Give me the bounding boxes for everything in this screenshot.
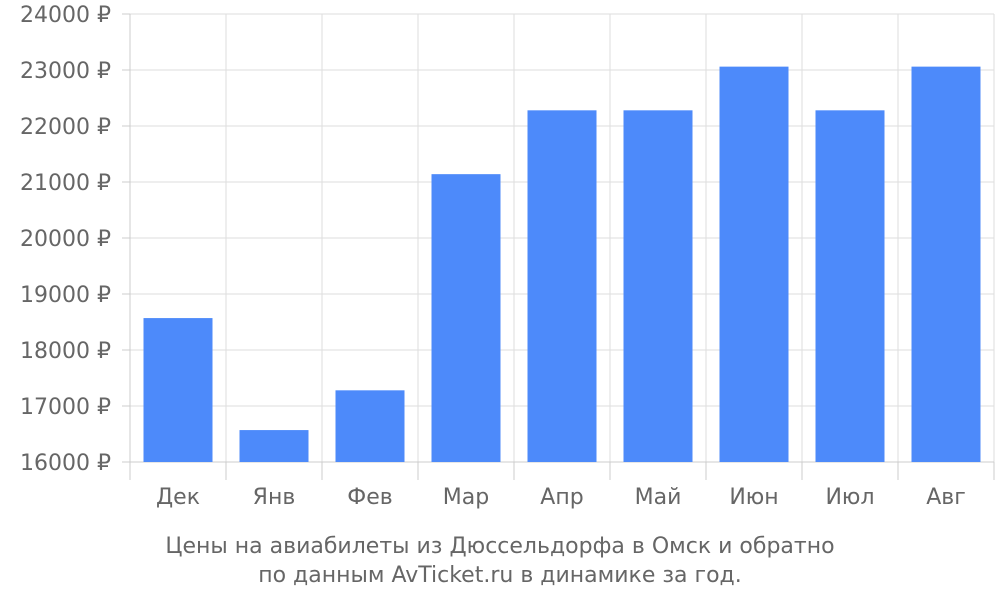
x-tick-label: Мар [443,485,489,510]
caption-line-2: по данным AvTicket.ru в динамике за год. [258,563,742,588]
y-tick-label: 23000 ₽ [20,59,111,84]
bar [815,110,885,462]
y-tick-label: 18000 ₽ [20,339,111,364]
x-tick-label: Дек [156,485,200,510]
bar [623,110,693,462]
bar [143,318,213,462]
y-tick-label: 17000 ₽ [20,395,111,420]
bar [431,174,501,462]
y-tick-label: 19000 ₽ [20,283,111,308]
x-tick-label: Янв [253,485,296,510]
bar [527,110,597,462]
x-tick-label: Июн [729,485,778,510]
caption-line-1: Цены на авиабилеты из Дюссельдорфа в Омс… [165,534,835,559]
bar [911,66,981,462]
x-tick-label: Фев [347,485,392,510]
y-tick-label: 16000 ₽ [20,451,111,476]
y-tick-label: 24000 ₽ [20,3,111,28]
x-tick-label: Апр [540,485,583,510]
y-tick-label: 22000 ₽ [20,115,111,140]
x-tick-label: Май [635,485,682,510]
x-tick-label: Июл [825,485,874,510]
bar [719,66,789,462]
y-tick-label: 20000 ₽ [20,227,111,252]
y-tick-label: 21000 ₽ [20,171,111,196]
bars [143,66,981,462]
y-tick-labels: 16000 ₽ 17000 ₽ 18000 ₽ 19000 ₽ 20000 ₽ 21000… [20,3,111,476]
bar [335,390,405,462]
bar [239,430,309,462]
x-tick-labels: Дек Янв Фев Мар Апр Май Июн Июл Авг [156,485,966,510]
x-tick-label: Авг [926,485,966,510]
